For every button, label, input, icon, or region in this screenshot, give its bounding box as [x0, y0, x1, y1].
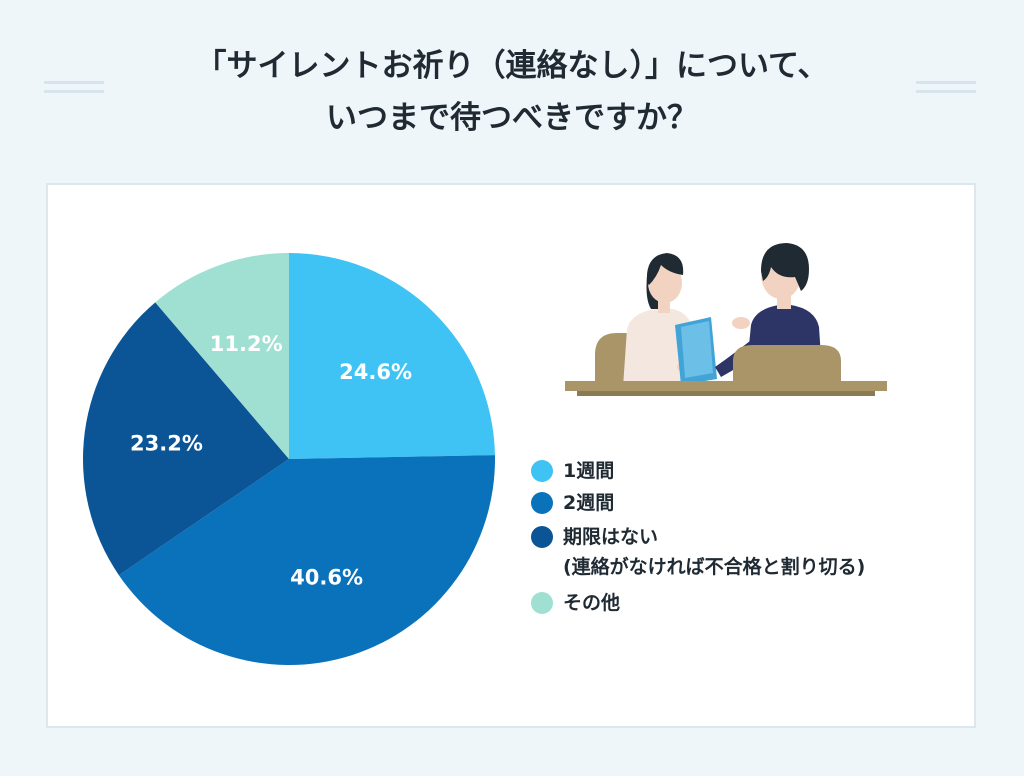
pie-slice	[83, 302, 289, 576]
title-decoration-right	[916, 81, 976, 84]
legend-swatch	[531, 460, 553, 482]
pie-slice-label: 40.6%	[290, 566, 363, 590]
pie-slice	[118, 455, 495, 666]
pie-slice	[289, 253, 495, 459]
legend-label: 期限はない	[563, 526, 659, 548]
pie-slice-label: 24.6%	[339, 360, 412, 384]
legend-swatch	[531, 492, 553, 514]
pie-slice-label: 11.2%	[210, 332, 283, 356]
title-area: 「サイレントお祈り（連絡なし）」について、 いつまで待つべきですか？	[0, 34, 1024, 154]
legend-swatch	[531, 592, 553, 614]
legend-sublabel: (連絡がなければ不合格と割り切る)	[563, 556, 866, 578]
legend-label: 1週間	[563, 460, 615, 482]
page-title-line1: 「サイレントお祈り（連絡なし）」について、	[195, 48, 829, 84]
pie-slice	[155, 253, 289, 459]
pie-slice-label: 23.2%	[130, 432, 203, 456]
legend-label: 2週間	[563, 492, 615, 514]
legend-label: その他	[563, 592, 621, 614]
page-title-line2: いつまで待つべきですか？	[326, 100, 698, 136]
interview-illustration-icon	[565, 243, 887, 396]
title-decoration-right-2	[916, 90, 976, 93]
title-decoration-left-2	[44, 90, 104, 93]
legend-swatch	[531, 526, 553, 548]
title-decoration-left	[44, 81, 104, 84]
